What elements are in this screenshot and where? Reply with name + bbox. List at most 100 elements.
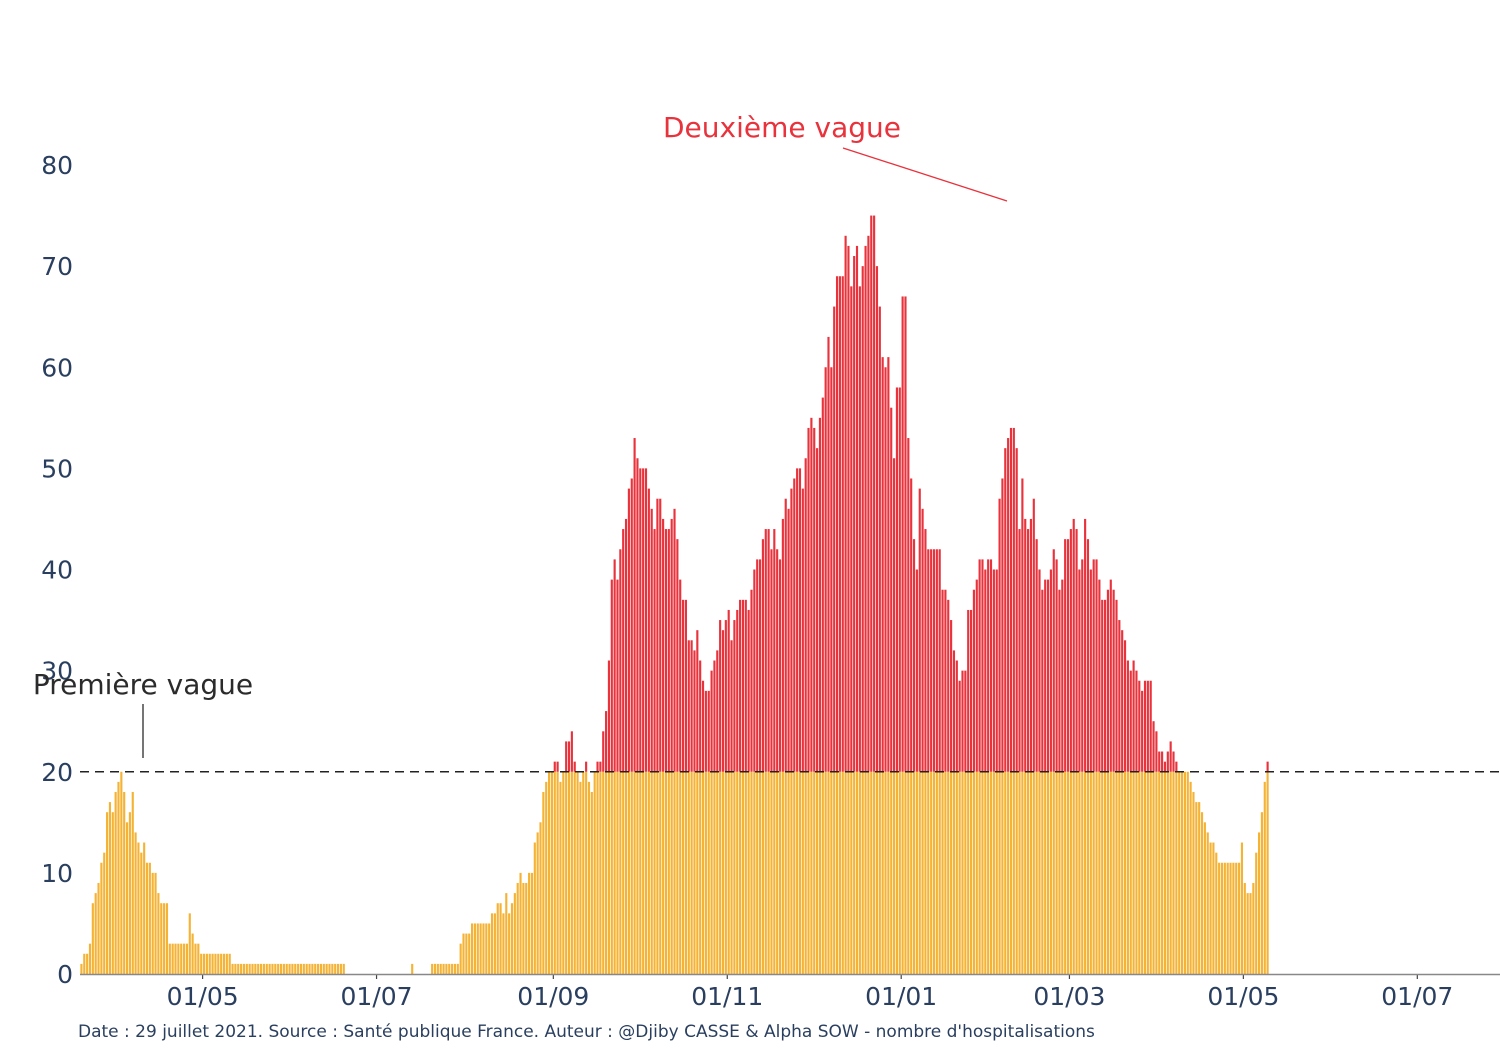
bar-above-threshold (861, 266, 864, 772)
bar-below-threshold (151, 872, 154, 975)
y-tick-label: 70 (41, 252, 73, 281)
bar-above-threshold (1169, 741, 1172, 772)
bar-below-threshold (901, 771, 904, 974)
bar-above-threshold (784, 498, 787, 772)
bar-below-threshold (453, 963, 457, 974)
bar-below-threshold (1243, 882, 1246, 974)
bar-below-threshold (180, 943, 183, 974)
bar-below-threshold (433, 963, 437, 974)
bar-below-threshold (556, 771, 559, 974)
bar-above-threshold (881, 357, 884, 772)
bar-above-threshold (1095, 559, 1098, 772)
bar-below-threshold (622, 771, 625, 974)
bar-below-threshold (194, 943, 197, 974)
bar-below-threshold (807, 771, 810, 974)
bar-below-threshold (944, 771, 947, 974)
bar-below-threshold (813, 771, 816, 974)
bar-below-threshold (1121, 771, 1124, 974)
bar-below-threshold (168, 943, 171, 974)
bar-below-threshold (288, 963, 291, 974)
bar-below-threshold (83, 953, 86, 974)
bar-below-threshold (445, 963, 448, 974)
bar-below-threshold (810, 771, 813, 974)
bar-below-threshold (188, 913, 191, 975)
bar-below-threshold (707, 771, 710, 974)
bar-above-threshold (679, 579, 682, 772)
bar-above-threshold (707, 690, 710, 772)
bar-above-threshold (1052, 549, 1055, 772)
bar-above-threshold (770, 549, 773, 772)
bar-above-threshold (1129, 670, 1132, 772)
bar-below-threshold (493, 913, 496, 975)
bar-below-threshold (602, 771, 605, 974)
bar-above-threshold (895, 387, 898, 772)
bar-below-threshold (918, 771, 921, 974)
bar-below-threshold (850, 771, 853, 974)
bar-below-threshold (793, 771, 796, 974)
bar-below-threshold (177, 943, 180, 974)
bar-above-threshold (807, 427, 810, 772)
bar-above-threshold (693, 650, 696, 772)
bar-below-threshold (1052, 771, 1055, 974)
x-tick-label: 01/03 (1033, 982, 1105, 1011)
bar-below-threshold (870, 771, 873, 974)
bar-below-threshold (228, 953, 231, 974)
bar-below-threshold (907, 771, 910, 974)
x-tick-label: 01/01 (865, 982, 937, 1011)
x-tick-label: 01/07 (341, 982, 413, 1011)
bar-above-threshold (989, 559, 993, 772)
bar-above-threshold (753, 569, 756, 772)
bar-below-threshold (1027, 771, 1030, 974)
bar-below-threshold (704, 771, 707, 974)
bar-below-threshold (1041, 771, 1044, 974)
bar-below-threshold (1055, 771, 1058, 974)
bar-above-threshold (736, 609, 739, 772)
bar-below-threshold (858, 771, 861, 974)
bar-above-threshold (1024, 518, 1027, 772)
bar-below-threshold (567, 771, 571, 974)
bar-above-threshold (616, 579, 619, 772)
bar-below-threshold (927, 771, 930, 974)
bar-above-threshold (741, 599, 745, 772)
bar-below-threshold (1069, 771, 1072, 974)
bar-below-threshold (804, 771, 807, 974)
bar-above-threshold (1172, 751, 1175, 772)
bar-above-threshold (1081, 559, 1084, 772)
bar-above-threshold (565, 741, 568, 772)
bar-above-threshold (1166, 751, 1169, 772)
bar-below-threshold (553, 771, 556, 974)
bar-below-threshold (881, 771, 884, 974)
bar-below-threshold (610, 771, 613, 974)
bar-above-threshold (1135, 670, 1138, 772)
bar-below-threshold (579, 781, 582, 974)
bar-below-threshold (1007, 771, 1010, 974)
bar-above-threshold (1012, 427, 1015, 772)
bar-below-threshold (1220, 862, 1224, 974)
bar-below-threshold (873, 771, 876, 974)
bar-below-threshold (117, 781, 120, 974)
bar-below-threshold (958, 771, 961, 974)
bar-below-threshold (981, 771, 984, 974)
bar-below-threshold (451, 963, 454, 974)
y-axis-ticks: 0 10 20 30 40 50 60 70 80 (41, 151, 73, 989)
bar-above-threshold (935, 549, 938, 772)
x-tick-label: 01/07 (1381, 982, 1453, 1011)
bar-below-threshold (536, 832, 539, 974)
bar-below-threshold (950, 771, 953, 974)
bar-below-threshold (1018, 771, 1021, 974)
bar-above-threshold (730, 640, 733, 772)
bar-below-threshold (165, 903, 169, 974)
bar-below-threshold (496, 903, 499, 974)
bar-below-threshold (1178, 771, 1181, 974)
bar-below-threshold (1232, 862, 1235, 974)
bar-below-threshold (322, 963, 325, 974)
bar-above-threshold (858, 286, 861, 772)
bar-below-threshold (736, 771, 739, 974)
bar-above-threshold (585, 761, 588, 772)
bar-below-threshold (1212, 842, 1215, 974)
bar-above-threshold (1069, 529, 1072, 772)
bar-above-threshold (553, 761, 556, 772)
bar-above-threshold (699, 660, 702, 772)
bar-below-threshold (539, 822, 542, 974)
bar-above-threshold (838, 276, 841, 772)
